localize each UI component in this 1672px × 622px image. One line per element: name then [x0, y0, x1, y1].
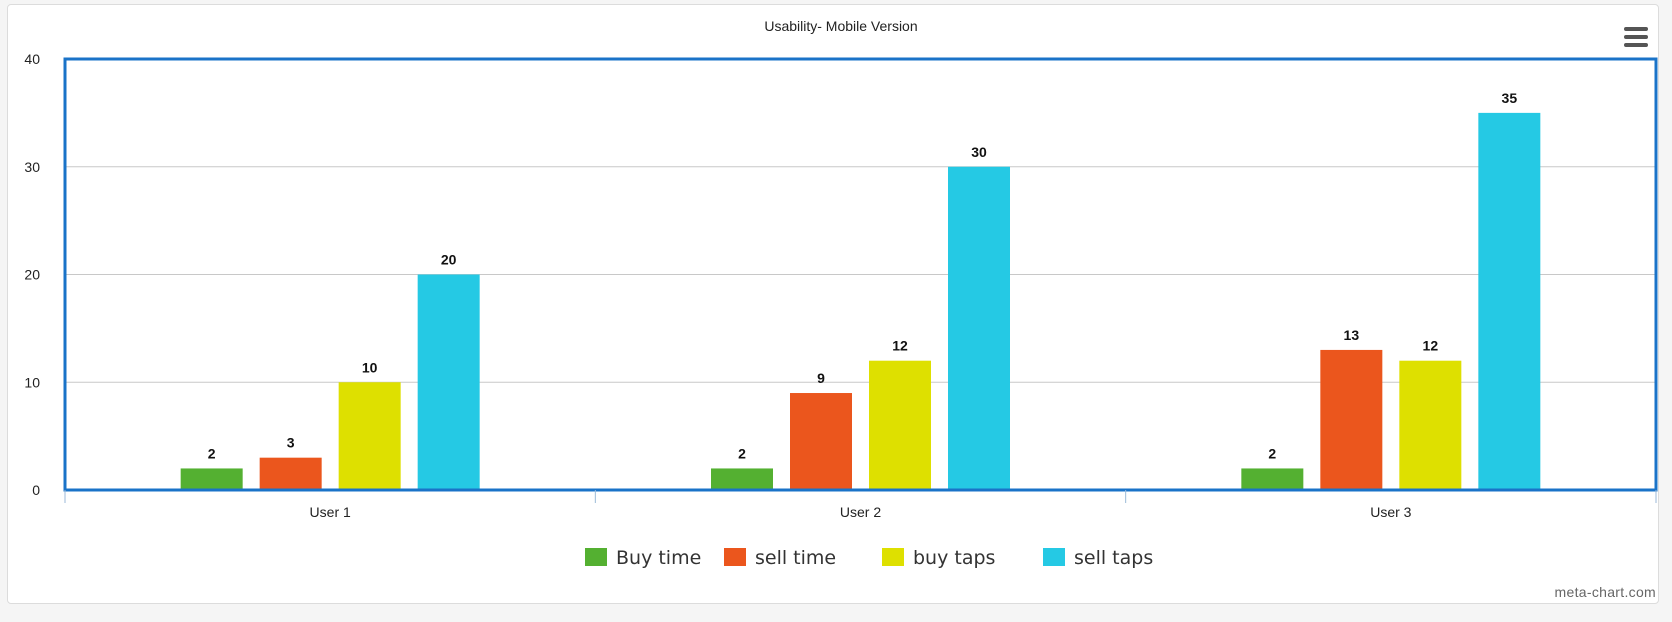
bar[interactable] [1241, 468, 1304, 490]
chart-container [7, 4, 1659, 604]
data-label: 2 [1268, 445, 1276, 461]
data-label: 2 [738, 445, 746, 461]
bar[interactable] [1399, 360, 1462, 490]
data-label: 20 [441, 252, 457, 268]
x-tick-label: User 3 [1370, 504, 1411, 520]
legend-swatch [724, 548, 746, 566]
y-axis: 0 10 20 30 40 [24, 51, 40, 498]
legend-label: sell taps [1074, 547, 1153, 569]
legend-item[interactable]: Buy time [585, 547, 701, 569]
y-tick-label: 10 [24, 374, 40, 390]
bar[interactable] [1320, 349, 1383, 490]
bar[interactable] [180, 468, 243, 490]
bar[interactable] [790, 393, 852, 490]
legend-swatch [585, 548, 607, 566]
legend-item[interactable]: buy taps [882, 547, 995, 569]
data-label: 30 [971, 144, 987, 160]
legend-swatch [1043, 548, 1065, 566]
x-tick-label: User 1 [310, 504, 351, 520]
y-tick-label: 20 [24, 267, 40, 283]
bar[interactable] [338, 382, 401, 490]
data-label: 3 [287, 435, 295, 451]
legend-item[interactable]: sell taps [1043, 547, 1153, 569]
bar[interactable] [711, 468, 773, 490]
data-label: 13 [1344, 327, 1360, 343]
bar[interactable] [1478, 112, 1541, 490]
legend-label: sell time [755, 547, 836, 569]
x-axis: User 1 User 2 User 3 [64, 490, 1657, 520]
data-label: 12 [892, 338, 908, 354]
y-tick-label: 0 [32, 482, 40, 498]
plot-area-border [63, 57, 1658, 492]
chart-menu-button[interactable] [1620, 22, 1652, 52]
watermark: meta-chart.com [1554, 584, 1656, 600]
chart-title: Usability- Mobile Version [764, 18, 917, 34]
data-labels: 2 3 10 20 2 9 12 30 2 13 12 35 [208, 90, 1518, 462]
legend-item[interactable]: sell time [724, 547, 836, 569]
bars [180, 112, 1541, 491]
legend-label: Buy time [616, 547, 701, 569]
bar[interactable] [417, 274, 480, 491]
bar[interactable] [869, 360, 931, 490]
legend-label: buy taps [913, 547, 995, 569]
data-label: 10 [362, 359, 378, 375]
data-label: 9 [817, 370, 825, 386]
y-tick-label: 40 [24, 51, 40, 67]
bar[interactable] [948, 166, 1010, 490]
data-label: 35 [1502, 90, 1518, 106]
legend-swatch [882, 548, 904, 566]
legend: Buy time sell time buy taps sell taps [585, 547, 1153, 569]
data-label: 2 [208, 445, 216, 461]
bar[interactable] [259, 457, 322, 490]
y-tick-label: 30 [24, 159, 40, 175]
data-label: 12 [1423, 338, 1439, 354]
x-tick-label: User 2 [840, 504, 881, 520]
